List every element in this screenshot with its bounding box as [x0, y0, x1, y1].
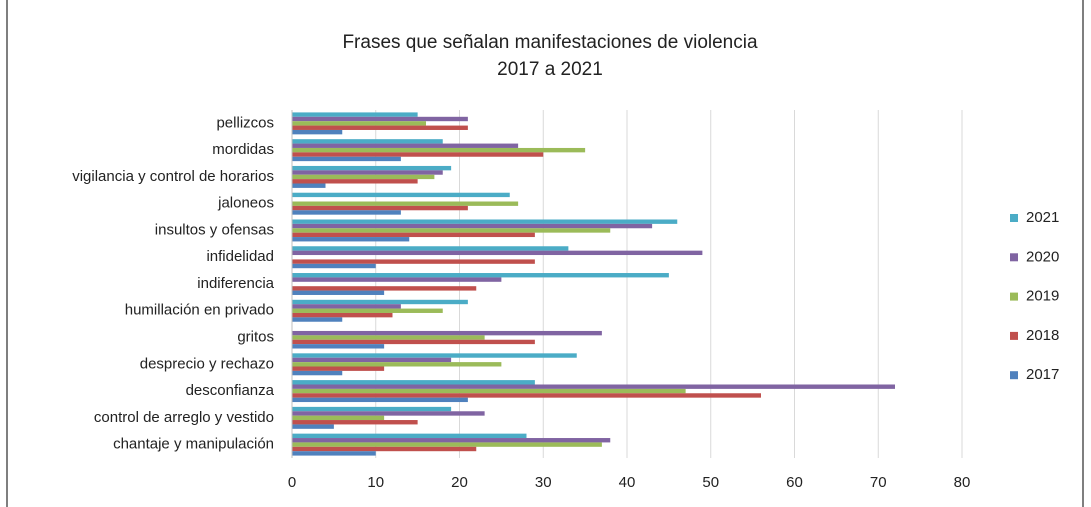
bar — [292, 388, 686, 394]
bar — [292, 228, 611, 233]
bar — [292, 451, 376, 456]
chart-subtitle: 2017 a 2021 — [497, 59, 603, 80]
bar — [292, 125, 468, 130]
y-tick-label: control de arreglo y vestido — [94, 409, 274, 426]
bar — [292, 116, 468, 122]
bar — [292, 380, 535, 385]
x-tick-label: 70 — [870, 474, 887, 491]
legend-label: 2018 — [1026, 327, 1059, 344]
bar — [292, 170, 443, 175]
bar — [292, 415, 385, 421]
bar — [292, 152, 544, 157]
bar — [292, 304, 401, 309]
y-tick-label: jaloneos — [217, 195, 274, 212]
bar — [292, 299, 468, 305]
bar — [292, 420, 418, 425]
bar — [292, 353, 577, 358]
bar — [292, 263, 376, 269]
bar — [292, 219, 678, 224]
bar — [292, 357, 452, 363]
bar — [292, 344, 385, 349]
y-tick-label: chantaje y manipulación — [113, 436, 274, 453]
x-tick-label: 30 — [535, 474, 552, 491]
x-tick-label: 20 — [451, 474, 468, 491]
bar — [292, 277, 502, 282]
legend-swatch — [1010, 253, 1018, 262]
y-tick-label: vigilancia y control de horarios — [72, 168, 274, 185]
bar — [292, 165, 452, 171]
bar — [292, 290, 385, 295]
y-tick-label: infidelidad — [206, 248, 274, 265]
bar — [292, 397, 468, 403]
bar — [292, 259, 535, 264]
x-tick-label: 0 — [288, 474, 296, 491]
bar — [292, 335, 485, 340]
legend-swatch — [1010, 214, 1018, 222]
bar — [292, 223, 653, 229]
y-tick-label: humillación en privado — [125, 302, 274, 319]
bar — [292, 192, 510, 198]
legend-label: 2019 — [1026, 288, 1059, 305]
bar — [292, 406, 452, 412]
y-tick-label: desprecio y rechazo — [140, 355, 274, 372]
bar — [292, 317, 343, 322]
bar — [292, 143, 519, 148]
bar — [292, 156, 401, 162]
bar — [292, 273, 669, 278]
bar — [292, 179, 418, 184]
x-tick-label: 50 — [702, 474, 719, 491]
bar — [292, 366, 385, 371]
bar — [292, 183, 326, 188]
x-tick-label: 60 — [786, 474, 803, 491]
bar — [292, 438, 611, 443]
y-tick-label: insultos y ofensas — [155, 221, 274, 238]
bar — [292, 201, 519, 206]
legend-swatch — [1010, 292, 1018, 301]
x-tick-label: 40 — [619, 474, 636, 491]
legend-label: 2017 — [1026, 366, 1059, 383]
bar — [292, 308, 443, 313]
legend-label: 2020 — [1026, 248, 1059, 265]
y-tick-label: mordidas — [212, 141, 274, 158]
bar — [292, 362, 502, 367]
bar — [292, 237, 410, 242]
y-tick-label: gritos — [237, 329, 274, 346]
legend-label: 2021 — [1026, 209, 1059, 226]
bar — [292, 129, 343, 135]
x-tick-label: 10 — [367, 474, 384, 491]
bar — [292, 147, 586, 153]
x-tick-label: 80 — [954, 474, 971, 491]
bar — [292, 250, 703, 256]
bar — [292, 174, 435, 180]
bar — [292, 139, 443, 144]
bar — [292, 112, 418, 117]
bar — [292, 232, 535, 238]
bar — [292, 312, 393, 318]
bar — [292, 205, 468, 211]
bar — [292, 446, 477, 452]
bar — [292, 433, 527, 439]
y-tick-label: indiferencia — [197, 275, 274, 292]
legend-swatch — [1010, 331, 1018, 340]
chart-title: Frases que señalan manifestaciones de vi… — [342, 32, 758, 53]
bar — [292, 339, 535, 345]
y-tick-label: pellizcos — [216, 114, 274, 131]
bar — [292, 442, 602, 447]
bar — [292, 393, 761, 398]
bar — [292, 411, 485, 416]
bar — [292, 210, 401, 215]
y-tick-label: desconfianza — [186, 382, 275, 399]
bar — [292, 121, 426, 126]
bar — [292, 370, 343, 376]
bar — [292, 330, 602, 336]
bar — [292, 384, 895, 389]
legend-swatch — [1010, 371, 1018, 380]
bar — [292, 424, 334, 429]
bar — [292, 246, 569, 251]
bar — [292, 286, 477, 291]
